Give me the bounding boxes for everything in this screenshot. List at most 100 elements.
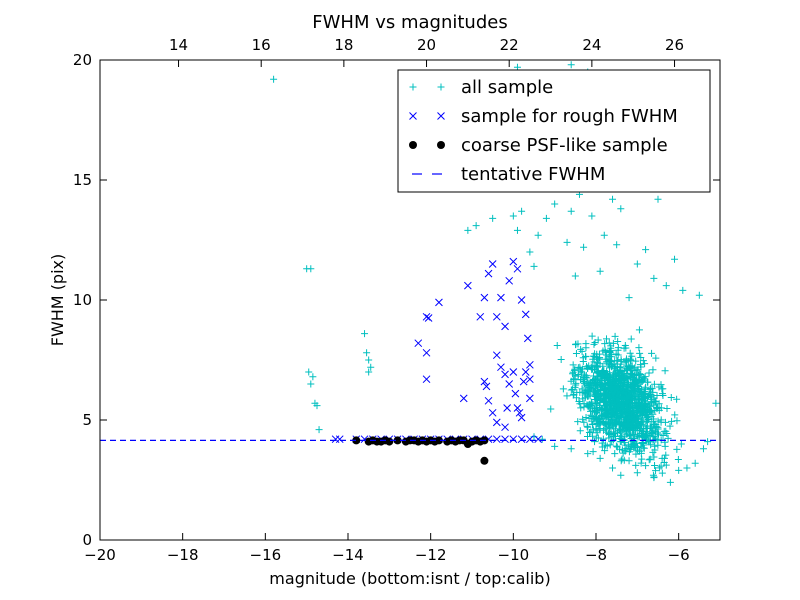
all-sample-point [642,462,650,470]
cloud-point [592,425,600,433]
cloud-point [652,404,660,412]
cloud-point [611,378,619,386]
rough-fwhm-point [422,312,431,321]
top-tick-label: 26 [665,36,684,54]
cloud-point [644,378,652,386]
cloud-point [594,420,602,428]
cloud-point [620,344,628,352]
cloud-point [605,434,613,442]
y-tick-label: 10 [73,291,92,309]
cloud-point [624,420,632,428]
cloud-point [649,366,657,374]
cloud-point [653,405,661,413]
all-sample-point [609,464,617,472]
legend-marker [409,112,417,120]
rough-fwhm-point [513,404,522,412]
cloud-point [616,375,624,383]
cloud-point [576,388,584,396]
cloud-point [613,443,621,451]
cloud-point [587,428,595,436]
legend-marker [437,112,445,120]
rough-fwhm-point [422,375,431,384]
cloud-point [650,453,658,461]
cloud-point [642,395,650,403]
cloud-point [626,411,634,419]
cloud-point [607,342,615,350]
cloud-point [646,408,654,416]
all-sample-point [567,445,575,453]
rough-fwhm-point [414,339,423,348]
rough-fwhm-point [501,435,509,444]
rough-fwhm-point [497,293,505,302]
cloud-point [662,461,670,469]
rough-fwhm-point [335,435,344,444]
all-sample-point [633,260,641,268]
cloud-point [617,409,625,417]
rough-fwhm-point [501,370,509,379]
rough-fwhm-point [484,396,493,405]
cloud-point [661,367,669,375]
cloud-point [666,422,674,430]
cloud-point [584,423,592,431]
rough-fwhm-point [501,322,509,331]
cloud-point [585,429,593,437]
rough-fwhm-point [517,296,526,304]
all-sample-point [675,466,683,474]
cloud-point [631,366,639,374]
cloud-point [623,369,631,377]
cloud-point [594,434,602,442]
cloud-point [593,350,601,358]
cloud-point [572,381,580,389]
cloud-point [609,418,617,426]
cloud-point [623,355,631,363]
cloud-point [630,437,638,445]
cloud-point [579,358,587,366]
psf-like-point [463,440,472,448]
x-tick-label: −18 [167,546,199,564]
cloud-point [630,415,638,423]
cloud-point [597,414,605,422]
top-tick-label: 20 [417,36,436,54]
cloud-point [618,395,626,403]
cloud-point [655,464,663,472]
cloud-point [613,402,621,410]
cloud-point [604,374,612,382]
cloud-point [671,411,679,419]
all-sample-point [650,474,658,482]
cloud-point [627,397,635,405]
cloud-point [621,394,629,402]
cloud-point [652,354,660,362]
cloud-point [580,371,588,379]
cloud-point [590,387,598,395]
all-sample-point [671,255,679,263]
cloud-point [599,398,607,406]
psf-like-point [352,436,361,445]
cloud-point [616,432,624,440]
cloud-point [582,413,590,421]
rough-fwhm-point [505,380,514,388]
rough-fwhm-point [513,264,522,273]
cloud-point [569,361,577,369]
cloud-point [588,365,596,373]
cloud-point [637,443,645,451]
cloud-point [590,358,598,366]
rough-fwhm-point [482,382,491,391]
cloud-point [617,356,625,364]
cloud-point [585,385,593,393]
cloud-point [616,388,624,396]
cloud-point [569,385,577,393]
cloud-point [618,410,626,418]
cloud-point [652,422,660,430]
rough-fwhm-point [505,276,514,285]
rough-fwhm-point [523,334,532,343]
cloud-point [574,370,582,378]
cloud-point [637,409,645,417]
cloud-point [659,385,667,393]
rough-fwhm-point [488,408,497,417]
rough-fwhm-point [526,435,534,444]
all-sample-point [567,207,575,215]
cloud-point [594,336,602,344]
cloud-point [637,353,645,361]
cloud-point [647,384,655,392]
